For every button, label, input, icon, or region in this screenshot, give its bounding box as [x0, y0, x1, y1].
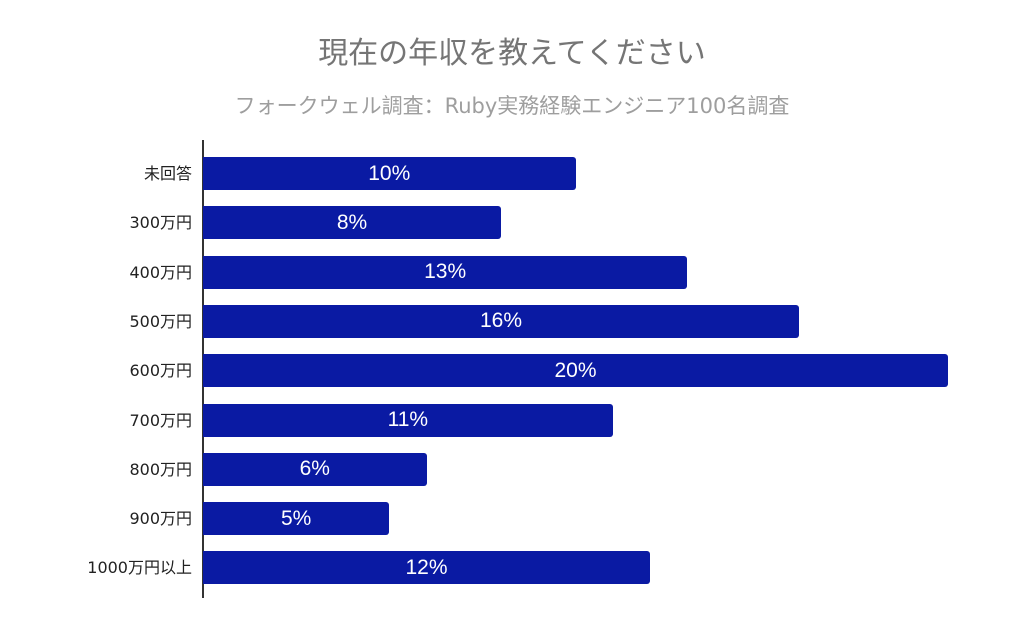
bar-row: 800万円 6%	[0, 452, 1024, 486]
bar: 8%	[203, 206, 501, 240]
bar: 6%	[203, 452, 427, 486]
bar-row: 600万円 20%	[0, 354, 1024, 388]
value-label: 16%	[479, 309, 523, 333]
value-label: 6%	[299, 457, 330, 481]
category-label: 500万円	[129, 311, 192, 331]
value-label: 20%	[554, 358, 597, 382]
bar: 12%	[203, 551, 650, 585]
value-label: 12%	[405, 555, 448, 579]
value-label: 13%	[424, 260, 467, 284]
bar: 10%	[203, 157, 576, 190]
bar-row: 未回答 10%	[0, 157, 1024, 190]
category-label: 未回答	[143, 164, 192, 183]
category-label: 1000万円以上	[87, 558, 192, 578]
bar-row: 700万円 11%	[0, 403, 1024, 437]
category-label: 800万円	[129, 459, 192, 479]
category-label: 300万円	[129, 213, 192, 233]
category-label: 900万円	[129, 509, 192, 529]
chart-title: 現在の年収を教えてください	[318, 36, 706, 71]
category-label: 600万円	[129, 361, 192, 381]
value-label: 11%	[387, 408, 429, 431]
bar: 5%	[203, 502, 390, 536]
value-label: 10%	[368, 161, 411, 185]
bar: 20%	[203, 354, 948, 388]
category-label: 700万円	[129, 410, 192, 430]
bar-row: 500万円 16%	[0, 304, 1024, 338]
bar-row: 1000万円以上 12%	[0, 551, 1024, 585]
bar-row: 300万円 8%	[0, 206, 1024, 240]
category-label: 400万円	[129, 262, 192, 282]
bar-row: 400万円 13%	[0, 255, 1024, 289]
chart-subtitle: フォークウェル調査：Ruby実務経験エンジニア100名調査	[234, 94, 790, 118]
bar: 13%	[203, 255, 688, 289]
y-axis-line	[202, 140, 204, 598]
bar-row: 900万円 5%	[0, 502, 1024, 536]
value-label: 8%	[336, 210, 368, 234]
value-label: 5%	[280, 506, 312, 530]
bar: 11%	[203, 403, 613, 437]
bar: 16%	[203, 304, 799, 338]
